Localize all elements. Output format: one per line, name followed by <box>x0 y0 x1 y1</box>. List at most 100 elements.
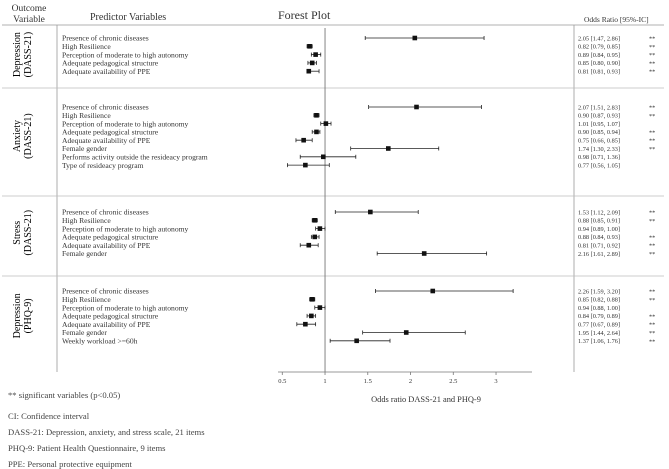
significance-marker: ** <box>649 313 655 320</box>
point-estimate <box>414 104 419 110</box>
predictor-label: Adequate availability of PPE <box>62 67 151 76</box>
point-estimate <box>421 251 427 256</box>
x-tick-label: 3 <box>494 378 497 385</box>
outcome-label: Depression(DASS-21) <box>12 32 34 78</box>
point-estimate <box>385 146 391 151</box>
outcome-label: Depression(PHQ-9) <box>12 293 34 338</box>
footnote-ppe: PPE: Personal protective equipment <box>8 459 132 469</box>
significance-marker: ** <box>649 69 655 76</box>
outcome-label-line: Anxiety <box>12 120 23 152</box>
point-estimate <box>309 60 315 66</box>
point-estimate <box>309 297 315 302</box>
predictor-label: Presence of chronic diseases <box>62 287 149 296</box>
point-estimate <box>412 35 418 41</box>
point-estimate <box>307 44 312 49</box>
odds-ratio-value: 1.53 [1.12, 2.09] <box>578 209 620 216</box>
footnote-ci: CI: Confidence interval <box>8 411 90 421</box>
outcome-label-line: Depression <box>12 32 23 77</box>
chart-title: Forest Plot <box>278 8 331 22</box>
footnote-phq: PHQ-9: Patient Health Questionnaire, 9 i… <box>8 443 166 453</box>
point-estimate <box>303 162 308 168</box>
odds-ratio-value: 0.90 [0.85, 0.94] <box>578 129 620 136</box>
significance-marker: ** <box>649 129 655 136</box>
predictor-label: Female gender <box>62 328 107 337</box>
predictor-label: Type of resideacy program <box>62 161 144 170</box>
predictor-label: Perception of moderate to high autonomy <box>62 50 189 59</box>
point-estimate <box>321 154 326 160</box>
predictor-label: Adequate pedagogical structure <box>62 128 159 137</box>
odds-ratio-value: 1.95 [1.44, 2.64] <box>578 330 620 337</box>
odds-ratio-value: 2.16 [1.61, 2.89] <box>578 251 620 258</box>
predictor-label: Adequate pedagogical structure <box>62 312 159 321</box>
point-estimate <box>306 68 312 74</box>
odds-ratio-value: 0.88 [0.84, 0.93] <box>578 234 620 241</box>
predictor-label: Perception of moderate to high autonomy <box>62 303 189 312</box>
outcome-label-line: (DASS-21) <box>23 32 34 78</box>
odds-ratio-value: 0.84 [0.79, 0.89] <box>578 313 620 320</box>
significance-marker: ** <box>649 234 655 241</box>
odds-ratio-value: 0.82 [0.79, 0.85] <box>578 44 620 51</box>
predictor-label: Adequate pedagogical structure <box>62 59 159 68</box>
odds-ratio-value: 0.75 [0.66, 0.85] <box>578 138 620 145</box>
significance-marker: ** <box>649 322 655 329</box>
predictor-label: Adequate availability of PPE <box>62 136 151 145</box>
predictor-label: Adequate availability of PPE <box>62 320 151 329</box>
point-estimate <box>317 226 323 231</box>
significance-marker: ** <box>649 138 655 145</box>
header-predictor: Predictor Variables <box>90 12 167 23</box>
predictor-label: Perception of moderate to high autonomy <box>62 119 189 128</box>
odds-ratio-value: 2.26 [1.59, 3.20] <box>578 288 620 295</box>
odds-ratio-value: 0.85 [0.82, 0.88] <box>578 297 620 304</box>
odds-ratio-value: 0.94 [0.89, 1.00] <box>578 226 620 233</box>
predictor-label: Perception of moderate to high autonomy <box>62 224 189 233</box>
header-outcome: Outcome Variable <box>11 4 47 25</box>
x-axis-label: Odds ratio DASS-21 and PHQ-9 <box>371 395 481 404</box>
significance-marker: ** <box>649 44 655 51</box>
significance-marker: ** <box>649 105 655 112</box>
outcome-label: Stress(DASS-21) <box>12 210 34 256</box>
predictor-label: Presence of chronic diseases <box>62 34 149 43</box>
significance-marker: ** <box>649 218 655 225</box>
point-estimate <box>368 209 373 215</box>
point-estimate <box>314 129 319 135</box>
footnote-dass: DASS-21: Depression, anxiety, and stress… <box>8 427 205 437</box>
outcome-label-line: Depression <box>12 293 23 338</box>
odds-ratio-value: 0.88 [0.85, 0.91] <box>578 218 620 225</box>
x-tick-label: 1.5 <box>364 378 372 385</box>
predictor-label: High Resilience <box>62 216 111 225</box>
predictor-label: Adequate pedagogical structure <box>62 233 159 242</box>
significance-marker: ** <box>649 297 655 304</box>
significance-marker: ** <box>649 243 655 250</box>
predictor-label: High Resilience <box>62 42 111 51</box>
point-estimate <box>354 338 359 344</box>
odds-ratio-value: 0.98 [0.71, 1.36] <box>578 154 620 161</box>
significance-marker: ** <box>649 338 655 345</box>
outcome-label: Anxiety(DASS-21) <box>12 113 34 159</box>
significance-marker: ** <box>649 210 655 217</box>
predictor-label: Presence of chronic diseases <box>62 103 149 112</box>
odds-ratio-value: 0.81 [0.81, 0.93] <box>578 69 620 76</box>
odds-ratio-value: 0.94 [0.88, 1.00] <box>578 305 620 312</box>
predictor-label: Weekly workload >=60h <box>62 337 138 346</box>
predictor-label: Presence of chronic diseases <box>62 208 149 217</box>
predictor-label: Female gender <box>62 249 107 258</box>
predictor-label: Adequate availability of PPE <box>62 241 151 250</box>
point-estimate <box>309 313 314 319</box>
odds-ratio-value: 2.07 [1.51, 2.83] <box>578 104 620 111</box>
significance-marker: ** <box>649 52 655 59</box>
outcome-label-line: (PHQ-9) <box>23 298 34 333</box>
significance-marker: ** <box>649 251 655 258</box>
odds-ratio-value: 2.05 [1.47, 2.86] <box>578 35 620 42</box>
odds-ratio-value: 0.85 [0.80, 0.90] <box>578 60 620 67</box>
outcome-label-line: (DASS-21) <box>23 113 34 159</box>
outcome-label-line: Stress <box>12 221 23 245</box>
significance-marker: ** <box>649 60 655 67</box>
odds-ratio-value: 1.37 [1.06, 1.76] <box>578 338 620 345</box>
header-odds-ratio: Odds Ratio [95%-IC] <box>584 15 649 24</box>
point-estimate <box>314 113 319 118</box>
predictor-label: Performs activity outside the resideacy … <box>62 153 208 162</box>
x-tick-label: 1 <box>323 378 326 385</box>
significance-marker: ** <box>649 146 655 153</box>
point-estimate <box>317 305 323 310</box>
